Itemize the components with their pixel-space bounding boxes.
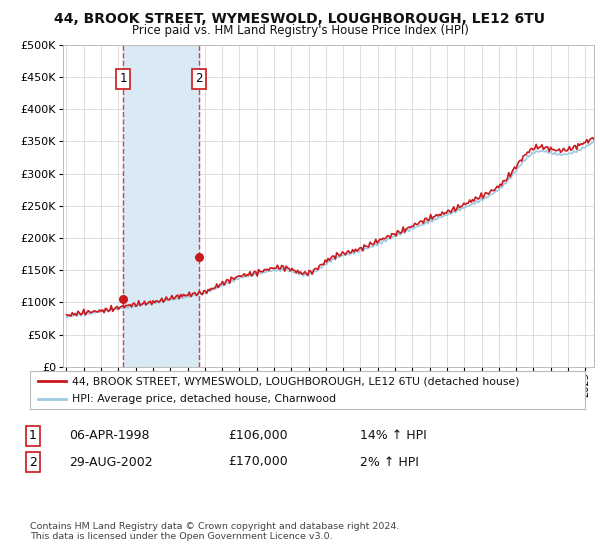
Text: £106,000: £106,000 <box>228 429 287 442</box>
Text: 44, BROOK STREET, WYMESWOLD, LOUGHBOROUGH, LE12 6TU: 44, BROOK STREET, WYMESWOLD, LOUGHBOROUG… <box>55 12 545 26</box>
Text: Price paid vs. HM Land Registry's House Price Index (HPI): Price paid vs. HM Land Registry's House … <box>131 24 469 36</box>
Text: HPI: Average price, detached house, Charnwood: HPI: Average price, detached house, Char… <box>71 394 336 404</box>
Text: 2% ↑ HPI: 2% ↑ HPI <box>360 455 419 469</box>
Text: 2: 2 <box>29 455 37 469</box>
Text: £170,000: £170,000 <box>228 455 288 469</box>
Text: 06-APR-1998: 06-APR-1998 <box>69 429 149 442</box>
Text: 1: 1 <box>29 429 37 442</box>
Bar <box>123 45 199 367</box>
Text: 2: 2 <box>195 72 203 86</box>
Text: 29-AUG-2002: 29-AUG-2002 <box>69 455 152 469</box>
Text: Contains HM Land Registry data © Crown copyright and database right 2024.
This d: Contains HM Land Registry data © Crown c… <box>30 522 400 542</box>
Text: 1: 1 <box>119 72 127 86</box>
Text: 44, BROOK STREET, WYMESWOLD, LOUGHBOROUGH, LE12 6TU (detached house): 44, BROOK STREET, WYMESWOLD, LOUGHBOROUG… <box>71 376 519 386</box>
Text: 14% ↑ HPI: 14% ↑ HPI <box>360 429 427 442</box>
